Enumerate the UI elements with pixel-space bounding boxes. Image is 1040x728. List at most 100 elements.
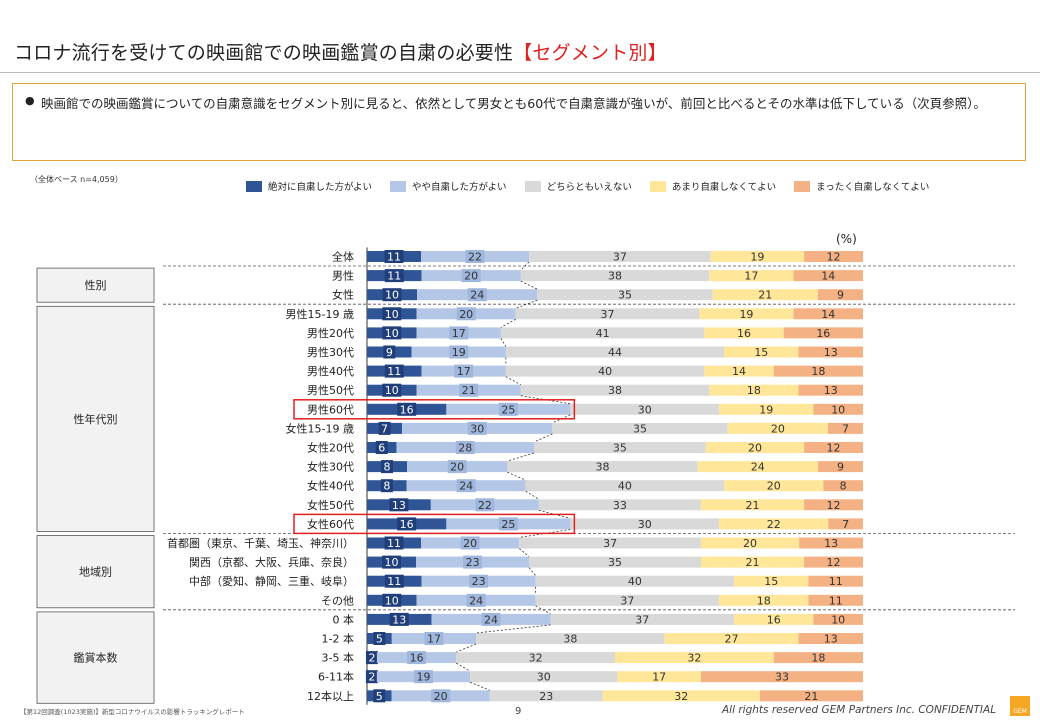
legend-label-4: あまり自粛しなくてよい: [671, 182, 777, 193]
value-bg-r20-s1: [389, 612, 409, 626]
bar-r11-s5: [804, 442, 863, 453]
connector-r2: [520, 280, 538, 290]
value-label-r6-s4: 15: [754, 346, 768, 359]
value-label-r17-s2: 23: [466, 556, 480, 569]
value-bg-r6-s1: [383, 345, 396, 359]
value-label-r4-s5: 14: [821, 308, 835, 321]
legend-swatch-4: [649, 180, 666, 192]
value-bg-r15-s1: [397, 517, 417, 531]
bar-r22-s4: [615, 652, 774, 664]
value-label-r4-s3: 37: [601, 308, 615, 321]
value-label-r22-s4: 32: [687, 652, 701, 665]
row-label-9: 男性60代: [307, 402, 354, 416]
bar-r6-s3: [505, 346, 725, 358]
value-label-r16-s3: 37: [603, 537, 617, 550]
bar-r20-s4: [734, 613, 814, 625]
value-label-r1-s3: 37: [613, 251, 627, 264]
value-label-r22-s5: 18: [811, 652, 825, 665]
connector-r12: [507, 471, 526, 481]
bar-r5-s5: [783, 327, 863, 339]
value-label-r8-s4: 18: [747, 384, 761, 397]
value-label-r10-s4: 20: [771, 422, 785, 435]
value-bg-r15-s2: [498, 517, 518, 531]
group-box-2: [36, 305, 155, 532]
value-bg-r22-s1: [365, 651, 378, 665]
row-label-18: 中部（愛知、静岡、三重、岐阜）: [189, 574, 354, 588]
value-label-r21-s2: 17: [427, 633, 441, 646]
value-bg-r21-s1: [373, 632, 386, 645]
bar-r20-s5: [813, 613, 863, 625]
value-label-r2-s2: 20: [464, 270, 478, 283]
connector-r11: [507, 452, 535, 462]
bar-r2-s5: [793, 270, 863, 282]
value-bg-r2-s1: [384, 269, 404, 283]
value-label-r21-s1: 5: [376, 633, 383, 646]
value-label-r20-s1: 13: [392, 613, 406, 626]
value-bg-r14-s2: [475, 498, 495, 512]
value-bg-r24-s1: [373, 689, 386, 703]
value-bg-r8-s2: [459, 383, 479, 397]
value-label-r2-s1: 11: [387, 270, 401, 283]
value-bg-r10-s2: [467, 421, 487, 435]
value-label-r4-s4: 19: [739, 308, 753, 321]
row-label-19: その他: [321, 594, 354, 607]
legend-item-2: やや自粛した方がよい: [390, 179, 507, 193]
legend-swatch-3: [524, 180, 541, 192]
bar-r19-s5: [808, 594, 863, 606]
value-label-r20-s4: 16: [767, 613, 781, 626]
value-label-r8-s3: 38: [608, 384, 622, 397]
value-label-r9-s4: 19: [759, 403, 773, 416]
bar-r6-s4: [724, 346, 799, 358]
summary-box: ● 映画館での映画鑑賞についての自粛意識をセグメント別に見ると、依然として男女と…: [12, 83, 1026, 161]
group-box-4: [36, 611, 155, 704]
value-bg-r18-s1: [384, 574, 404, 588]
row-label-16: 首都圏（東京、千葉、埼玉、神奈川）: [167, 536, 354, 550]
legend-item-3: どちらともいえない: [524, 179, 632, 193]
value-label-r18-s3: 40: [628, 575, 642, 588]
bar-r10-s4: [727, 422, 828, 434]
value-label-r16-s1: 11: [387, 537, 401, 550]
value-label-r23-s4: 17: [652, 671, 666, 684]
value-label-r14-s2: 22: [478, 499, 492, 512]
bar-r18-s4: [734, 575, 809, 587]
value-label-r2-s5: 14: [821, 270, 835, 283]
value-bg-r5-s2: [449, 326, 469, 340]
bar-r19-s3: [535, 594, 720, 606]
bar-r16-s5: [799, 537, 863, 549]
bar-r16-s3: [519, 537, 701, 549]
value-label-r22-s3: 32: [529, 652, 543, 665]
value-label-r19-s4: 18: [757, 594, 771, 607]
value-bg-r4-s2: [456, 307, 476, 321]
value-label-r22-s2: 16: [410, 652, 424, 665]
value-bg-r8-s1: [382, 383, 402, 397]
value-label-r17-s3: 35: [608, 556, 622, 569]
value-label-r12-s3: 38: [595, 461, 609, 474]
value-label-r16-s5: 13: [824, 537, 838, 550]
bullet-icon: ●: [25, 94, 35, 107]
bar-r14-s4: [700, 499, 805, 511]
row-label-3: 女性: [332, 288, 354, 302]
value-bg-r9-s2: [498, 402, 518, 416]
value-bg-r14-s1: [389, 498, 409, 512]
bar-r24-s4: [602, 690, 760, 702]
group-label-3: 地域別: [79, 566, 112, 579]
value-bg-r17-s1: [382, 555, 402, 569]
bar-r6-s5: [798, 346, 863, 358]
connector-r17: [528, 567, 536, 576]
value-label-r6-s5: 13: [824, 346, 838, 359]
row-label-10: 女性15-19 歳: [286, 421, 354, 435]
value-bg-r23-s2: [413, 670, 433, 684]
bar-r23-s4: [617, 671, 701, 683]
value-label-r6-s1: 9: [386, 346, 393, 359]
value-bg-r21-s2: [424, 632, 444, 645]
legend-swatch-1: [246, 180, 262, 192]
bar-r9-s4: [719, 403, 814, 415]
value-label-r11-s3: 35: [613, 442, 627, 455]
value-label-r12-s2: 20: [450, 461, 464, 474]
bar-r3-s3: [537, 289, 713, 301]
value-label-r19-s5: 11: [829, 594, 843, 607]
bar-r8-s4: [709, 384, 799, 396]
bar-r19-s4: [719, 594, 809, 606]
value-bg-r13-s2: [456, 479, 476, 493]
